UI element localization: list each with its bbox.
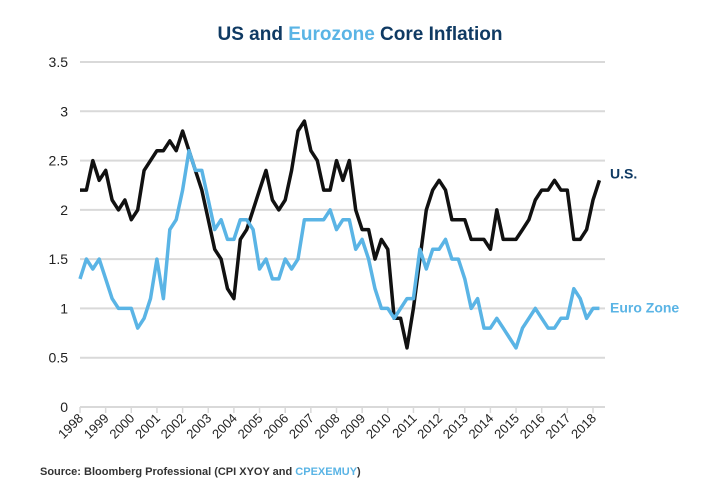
title-part: Core Inflation bbox=[374, 24, 503, 45]
source-euro-code: CPEXEMUY bbox=[295, 466, 358, 478]
x-tick-label: 2007 bbox=[286, 411, 317, 442]
x-tick-label: 2001 bbox=[132, 411, 163, 442]
x-tick-label: 2009 bbox=[337, 411, 368, 442]
series-label-us: U.S. bbox=[610, 165, 637, 181]
y-tick-label: 0 bbox=[60, 399, 68, 415]
x-tick-label: 2016 bbox=[517, 411, 548, 442]
x-tick-label: 1998 bbox=[55, 411, 86, 442]
x-tick-label: 2006 bbox=[260, 411, 291, 442]
x-tick-label: 2015 bbox=[491, 411, 522, 442]
source-text: ) bbox=[357, 466, 361, 478]
source-text: Source: Bloomberg Professional (CPI XYOY… bbox=[40, 466, 296, 478]
x-tick-label: 1999 bbox=[81, 411, 112, 442]
x-tick-label: 2002 bbox=[158, 411, 189, 442]
chart-title: US and Eurozone Core Inflation bbox=[0, 24, 720, 46]
x-tick-label: 2005 bbox=[235, 411, 266, 442]
y-tick-label: 2 bbox=[60, 202, 68, 218]
x-tick-label: 2013 bbox=[440, 411, 471, 442]
x-tick-label: 2000 bbox=[106, 411, 137, 442]
x-tick-label: 2014 bbox=[465, 411, 496, 442]
y-tick-label: 3 bbox=[60, 103, 68, 119]
y-tick-label: 1.5 bbox=[49, 251, 69, 267]
series-line-us bbox=[80, 119, 602, 350]
series-label-euro-zone: Euro Zone bbox=[610, 299, 679, 315]
y-tick-label: 2.5 bbox=[49, 153, 69, 169]
source-note: Source: Bloomberg Professional (CPI XYOY… bbox=[40, 466, 361, 478]
x-tick-label: 2012 bbox=[414, 411, 445, 442]
y-tick-label: 3.5 bbox=[49, 54, 69, 70]
x-tick-label: 2004 bbox=[209, 411, 240, 442]
y-tick-label: 0.5 bbox=[49, 350, 69, 366]
x-tick-label: 2018 bbox=[568, 411, 599, 442]
x-tick-label: 2003 bbox=[183, 411, 214, 442]
y-tick-label: 1 bbox=[60, 300, 68, 316]
x-tick-label: 2008 bbox=[312, 411, 343, 442]
series-line-euro-zone bbox=[78, 148, 600, 350]
x-tick-label: 2011 bbox=[389, 411, 419, 441]
x-tick-label: 2010 bbox=[363, 411, 394, 442]
title-part: US and bbox=[217, 24, 289, 45]
x-tick-label: 2017 bbox=[542, 411, 573, 442]
title-eurozone: Eurozone bbox=[288, 24, 375, 45]
